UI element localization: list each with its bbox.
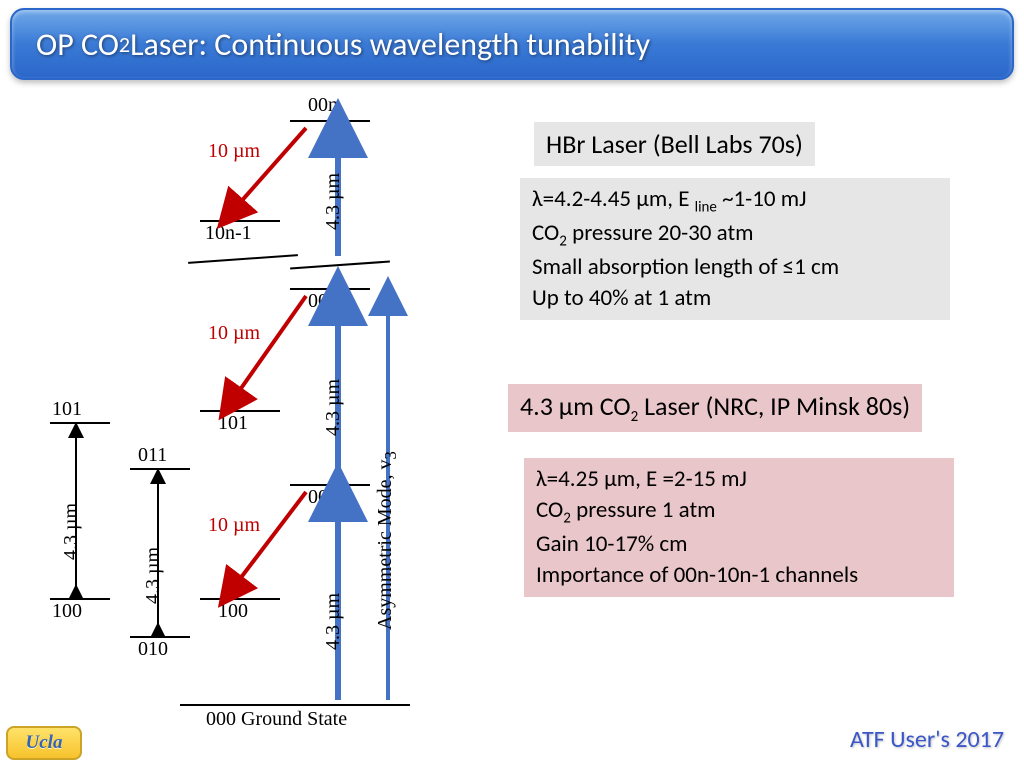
title-pre: OP CO bbox=[36, 25, 119, 64]
lbl-asym: Asymmetric Mode, v3 bbox=[374, 451, 401, 630]
lbl-43-3: 4.3 µm bbox=[322, 593, 345, 650]
hbr-body: λ=4.2-4.45 µm, E line ~1-10 mJ CO2 press… bbox=[520, 178, 950, 320]
co2-43-title: 4.3 µm CO2 Laser (NRC, IP Minsk 80s) bbox=[508, 384, 922, 432]
hbr-title: HBr Laser (Bell Labs 70s) bbox=[534, 122, 815, 166]
lbl-10um-3: 10 µm bbox=[208, 514, 260, 537]
title-post: Laser: Continuous wavelength tunability bbox=[130, 25, 650, 64]
diagram-arrows bbox=[30, 100, 500, 750]
lbl-43-4: 4.3 µm bbox=[60, 503, 83, 560]
energy-level-diagram: 00n 10n-1 002 101 101 100 011 010 001 10… bbox=[30, 100, 500, 750]
lbl-43-2: 4.3 µm bbox=[322, 379, 345, 436]
lbl-43-5: 4.3 µm bbox=[142, 547, 165, 604]
title-sub: 2 bbox=[119, 31, 130, 58]
ucla-logo: Ucla bbox=[6, 726, 82, 760]
title-bar: OP CO 2 Laser: Continuous wavelength tun… bbox=[10, 8, 1014, 80]
lbl-10um-1: 10 µm bbox=[208, 140, 260, 163]
co2-43-body: λ=4.25 µm, E =2-15 mJ CO2 pressure 1 atm… bbox=[524, 458, 954, 597]
lbl-43-1: 4.3 µm bbox=[322, 173, 345, 230]
lbl-10um-2: 10 µm bbox=[208, 322, 260, 345]
atf-footer: ATF User's 2017 bbox=[850, 725, 1004, 754]
